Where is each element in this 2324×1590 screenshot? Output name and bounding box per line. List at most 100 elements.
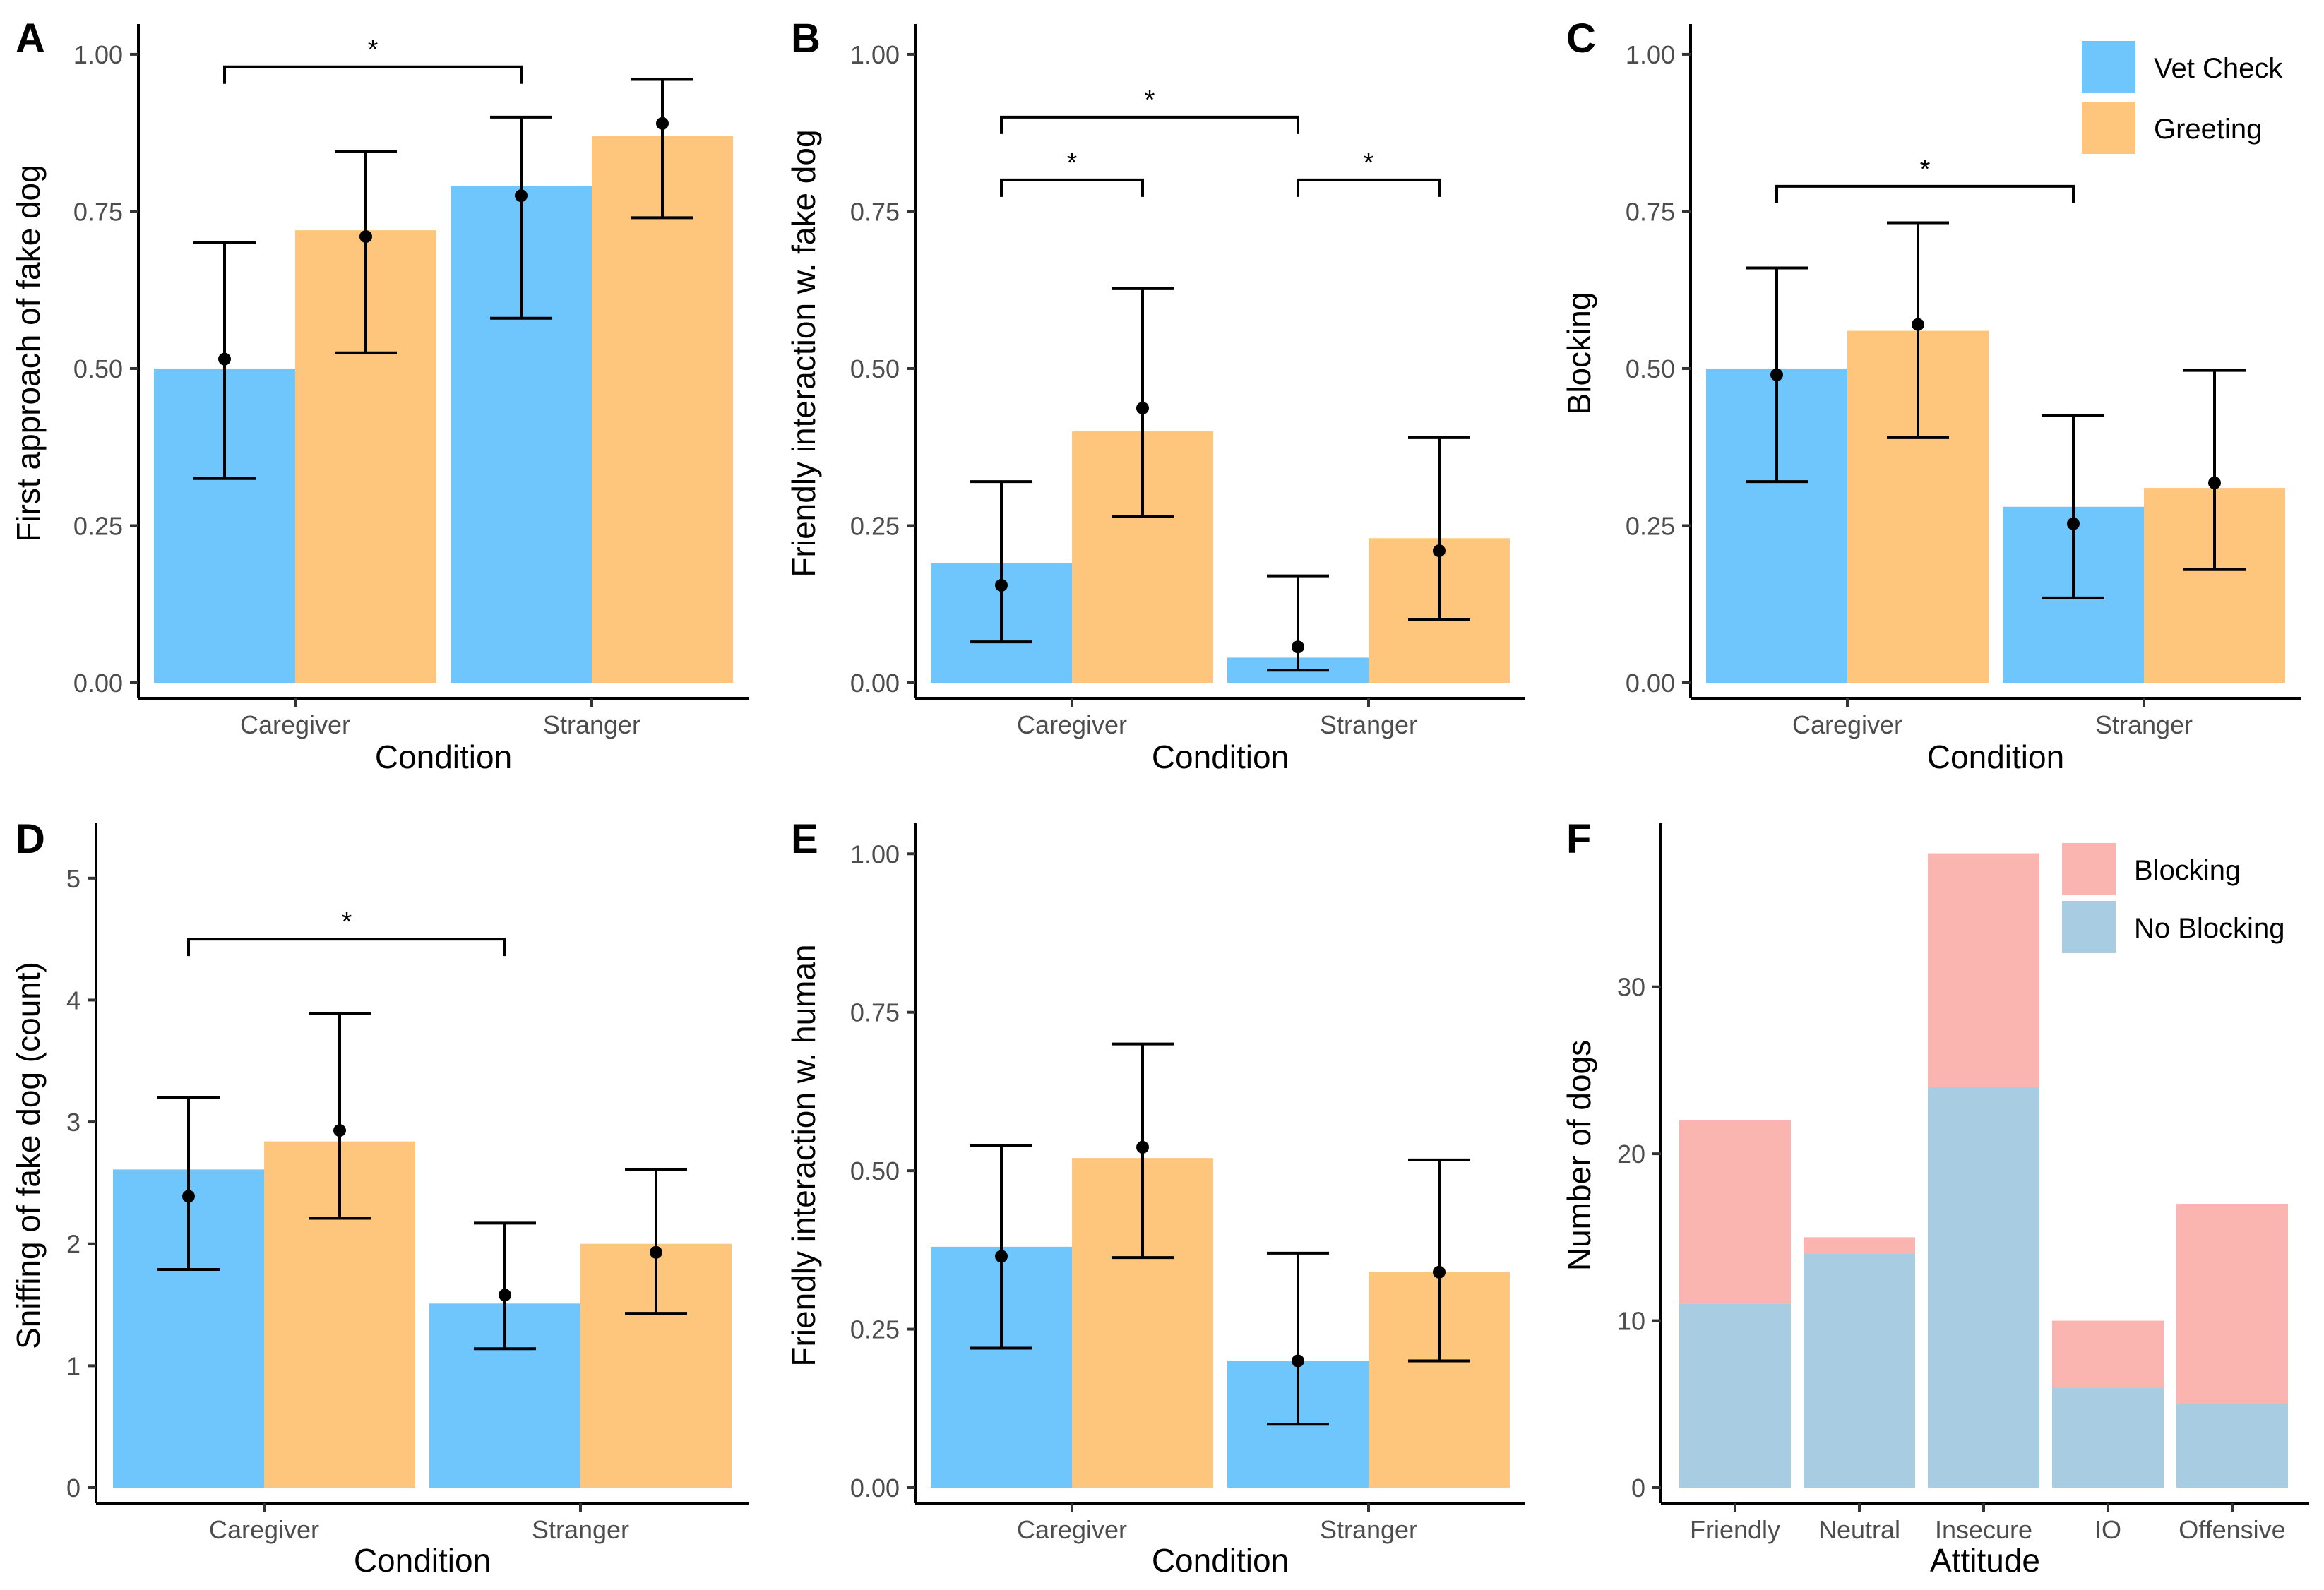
- panel-letter-b: B: [791, 16, 821, 61]
- panel-f-chart: 0 10 20 30 Friendly Neutral Insecure IO Offensiv…: [1561, 823, 2309, 1579]
- panel-e-y-tick-label-4: 1.00: [850, 839, 900, 868]
- panel-b-mean-point-vet-check-stranger: [1292, 640, 1304, 654]
- panel-f-x-tick-label-friendly: Friendly: [1690, 1515, 1780, 1544]
- panel-d-y-tick-label-4: 4: [66, 986, 81, 1015]
- panel-c-chart: * 0.00 0.25 0.50 0.75 1.00 Caregiver Stranger Co…: [1561, 24, 2301, 775]
- panel-a-x-tick-label-caregiver: Caregiver: [240, 710, 350, 739]
- panel-c-x-axis-title: Condition: [1927, 739, 2064, 775]
- panel-b-significance-star-2: *: [1145, 85, 1155, 115]
- panel-f-bar-no-blocking-friendly: [1679, 1303, 1791, 1488]
- panel-f-bar-blocking-friendly: [1679, 1120, 1791, 1304]
- panel-a-mean-point-vet-check-caregiver: [218, 352, 231, 366]
- panel-f-x-tick-label-insecure: Insecure: [1935, 1515, 2032, 1544]
- panel-b-significance-bracket-0: [1000, 178, 1144, 197]
- panel-f-y-axis-title: Number of dogs: [1561, 1040, 1597, 1271]
- panel-b-significance-star-0: *: [1067, 148, 1078, 178]
- panel-f-bar-no-blocking-neutral: [1804, 1253, 1915, 1488]
- panel-c-y-tick-label-1: 0.25: [1626, 511, 1675, 540]
- panel-b-y-axis-title: Friendly interaction w. fake dog: [785, 129, 822, 577]
- legend-blocking: Blocking No Blocking: [2062, 843, 2284, 953]
- panel-a-bar-greeting-stranger: [592, 136, 733, 683]
- panel-c-significance-star-0: *: [1920, 155, 1931, 184]
- panel-b-chart: * * * 0.00 0.25 0.50 0.75 1.00 Caregiver Stranger…: [785, 24, 1525, 775]
- panel-f-bar-no-blocking-insecure: [1928, 1087, 2039, 1488]
- panel-d-mean-point-greeting-caregiver: [333, 1124, 346, 1137]
- panel-b-x-tick-label-caregiver: Caregiver: [1017, 710, 1127, 739]
- panel-b-y-tick-label-3: 0.75: [850, 197, 900, 226]
- panel-f-bar-blocking-io: [2052, 1320, 2164, 1388]
- panel-a-y-tick-label-0: 0.00: [73, 669, 123, 698]
- panel-c-mean-point-greeting-caregiver: [1912, 318, 1924, 331]
- panel-a-y-tick-label-4: 1.00: [73, 40, 123, 69]
- panel-b-y-tick-label-2: 0.50: [850, 354, 900, 383]
- panel-c-y-tick-label-2: 0.50: [1626, 354, 1675, 383]
- panel-c-y-axis-title: Blocking: [1561, 292, 1597, 415]
- panel-d-significance-star-0: *: [342, 907, 352, 937]
- panel-b-significance-bracket-2: [1000, 115, 1299, 134]
- panel-f-bar-blocking-offensive: [2176, 1204, 2288, 1404]
- panel-d-y-tick-label-1: 1: [66, 1351, 81, 1380]
- legend-swatch-no-blocking: [2062, 901, 2116, 953]
- panel-f-bar-blocking-insecure: [1928, 853, 2039, 1087]
- panel-e-mean-point-greeting-caregiver: [1136, 1140, 1149, 1154]
- panel-b-x-axis-title: Condition: [1152, 739, 1289, 775]
- panel-a-x-tick-label-stranger: Stranger: [543, 710, 640, 739]
- panel-d-x-tick-label-caregiver: Caregiver: [209, 1515, 319, 1544]
- panel-d-chart: * 0 1 2 3 4 5 Caregiver Stranger Condition Sniffin…: [10, 823, 749, 1579]
- panel-a-significance-star-0: *: [368, 35, 379, 65]
- panel-a-y-tick-label-3: 0.75: [73, 197, 123, 226]
- legend-vet-greeting: Vet Check Greeting: [2082, 41, 2283, 154]
- panel-a-y-tick-label-1: 0.25: [73, 511, 123, 540]
- panel-f-x-tick-label-offensive: Offensive: [2179, 1515, 2285, 1544]
- legend-label-no-blocking: No Blocking: [2134, 913, 2284, 944]
- panel-e-y-tick-label-3: 0.75: [850, 998, 900, 1027]
- panel-d-y-axis-title: Sniffing of fake dog (count): [10, 962, 47, 1349]
- panel-d-mean-point-vet-check-caregiver: [182, 1190, 195, 1203]
- panel-b-y-tick-label-4: 1.00: [850, 40, 900, 69]
- panel-e-y-axis-title: Friendly interaction w. human: [785, 944, 822, 1366]
- panel-e-mean-point-vet-check-stranger: [1292, 1354, 1304, 1368]
- panel-d-y-tick-label-2: 2: [66, 1230, 81, 1259]
- panel-f-y-tick-label-0: 0: [1631, 1474, 1645, 1502]
- panel-f-x-tick-label-neutral: Neutral: [1818, 1515, 1900, 1544]
- panel-e-mean-point-greeting-stranger: [1433, 1265, 1446, 1279]
- panel-letter-c: C: [1566, 16, 1596, 61]
- panel-c-mean-point-greeting-stranger: [2208, 476, 2221, 489]
- panel-f-y-tick-label-3: 30: [1617, 973, 1645, 1002]
- panel-e-x-tick-label-stranger: Stranger: [1320, 1515, 1417, 1544]
- legend-swatch-vet-check: [2082, 41, 2135, 93]
- panel-a-significance-bracket-0: [223, 65, 523, 84]
- panel-f-bar-no-blocking-io: [2052, 1387, 2164, 1488]
- panel-e-y-tick-label-1: 0.25: [850, 1315, 900, 1344]
- panel-b-mean-point-greeting-stranger: [1433, 544, 1446, 558]
- panel-f-y-tick-label-2: 20: [1617, 1140, 1645, 1168]
- legend-swatch-greeting: [2082, 102, 2135, 154]
- panel-d-y-tick-label-5: 5: [66, 864, 81, 893]
- panel-d-y-tick-label-3: 3: [66, 1108, 81, 1137]
- panel-b-y-tick-label-1: 0.25: [850, 511, 900, 540]
- legend-label-vet-check: Vet Check: [2154, 53, 2283, 84]
- panel-c-mean-point-vet-check-caregiver: [1770, 368, 1783, 381]
- panel-c-x-tick-label-caregiver: Caregiver: [1792, 710, 1902, 739]
- panel-a-chart: * 0.00 0.25 0.50 0.75 1.00 Caregiver Stranger Co…: [10, 24, 749, 775]
- panel-letter-f: F: [1566, 816, 1591, 862]
- panel-e-y-tick-label-2: 0.50: [850, 1156, 900, 1185]
- panel-a-mean-point-greeting-stranger: [656, 116, 669, 130]
- panel-c-y-tick-label-0: 0.00: [1626, 669, 1675, 698]
- panel-b-y-tick-label-0: 0.00: [850, 669, 900, 698]
- panel-f-x-axis-title: Attitude: [1930, 1542, 2040, 1579]
- panel-e-chart: 0.00 0.25 0.50 0.75 1.00 Caregiver Stranger Con…: [785, 823, 1525, 1579]
- panel-d-x-tick-label-stranger: Stranger: [532, 1515, 629, 1544]
- panel-c-y-tick-label-4: 1.00: [1626, 40, 1675, 69]
- panel-e-mean-point-vet-check-caregiver: [995, 1250, 1008, 1263]
- panel-d-mean-point-vet-check-stranger: [499, 1289, 511, 1302]
- panel-d-y-tick-label-0: 0: [66, 1474, 81, 1502]
- panel-d-mean-point-greeting-stranger: [650, 1245, 662, 1259]
- panel-f-bar-blocking-neutral: [1804, 1237, 1915, 1254]
- panel-a-y-axis-title: First approach of fake dog: [10, 165, 47, 542]
- legend-label-blocking: Blocking: [2134, 855, 2241, 886]
- panel-a-mean-point-greeting-caregiver: [359, 230, 372, 244]
- panel-letter-d: D: [16, 816, 45, 862]
- panel-letter-e: E: [791, 816, 818, 862]
